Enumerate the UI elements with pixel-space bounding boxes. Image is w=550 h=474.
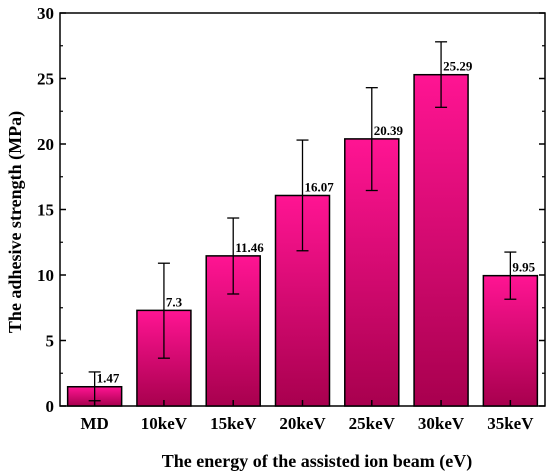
data-label-25keV: 20.39	[374, 123, 404, 138]
x-tick-label-15keV: 15keV	[210, 414, 257, 433]
x-tick-label-25keV: 25keV	[349, 414, 396, 433]
x-tick-label-35keV: 35keV	[487, 414, 534, 433]
x-axis-title: The energy of the assisted ion beam (eV)	[162, 451, 472, 472]
data-label-30keV: 25.29	[443, 59, 473, 74]
data-labels-group: 1.47 7.3 11.46 16.07 20.39 25.29 9.95	[97, 59, 536, 386]
x-tick-label-MD: MD	[80, 414, 108, 433]
y-tick-label: 15	[37, 201, 54, 220]
y-tick-label: 5	[46, 332, 55, 351]
data-label-10keV: 7.3	[166, 294, 183, 309]
data-label-15keV: 11.46	[235, 240, 264, 255]
bar-30keV	[413, 73, 469, 407]
y-tick-label: 0	[46, 397, 55, 416]
y-tick-label: 20	[37, 135, 54, 154]
data-label-35keV: 9.95	[512, 260, 535, 275]
y-tick-label: 10	[37, 266, 54, 285]
x-tick-label-30keV: 30keV	[418, 414, 465, 433]
x-axis: MD 10keV 15keV 20keV 25keV 30keV 35keV	[80, 400, 534, 433]
y-tick-label: 30	[37, 4, 54, 23]
x-tick-label-20keV: 20keV	[279, 414, 326, 433]
bar-20keV	[274, 194, 331, 407]
bars-group	[66, 73, 539, 407]
error-bars-group	[88, 41, 517, 402]
x-tick-label-10keV: 10keV	[141, 414, 188, 433]
y-tick-label: 25	[37, 70, 54, 89]
y-axis: 0 5 10 15 20 25 30	[37, 4, 545, 416]
data-label-20keV: 16.07	[305, 179, 335, 194]
y-axis-title: The adhesive strength (MPa)	[5, 111, 26, 333]
data-label-MD: 1.47	[97, 371, 120, 386]
